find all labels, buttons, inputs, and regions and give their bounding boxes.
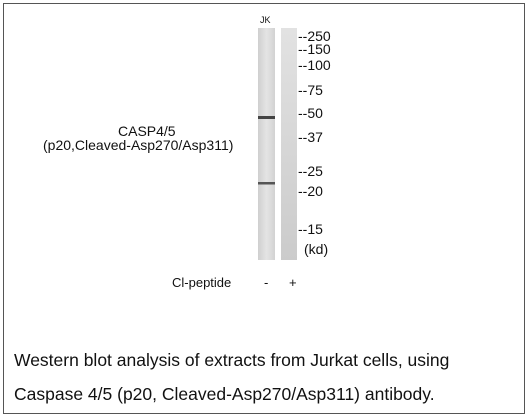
- peptide-label: Cl-peptide: [172, 275, 232, 290]
- lane-label: JK: [260, 15, 271, 25]
- target-name: CASP4/5: [118, 123, 176, 139]
- caption-line: Western blot analysis of extracts from J…: [14, 350, 450, 370]
- marker: --25: [298, 163, 323, 179]
- caption-line: Caspase 4/5 (p20, Cleaved-Asp270/Asp311)…: [14, 384, 435, 404]
- peptide-lane: -: [264, 275, 269, 290]
- marker: --15: [298, 221, 323, 237]
- marker: --150: [298, 41, 331, 57]
- band: [258, 182, 275, 185]
- marker: --100: [298, 57, 331, 73]
- marker: --250: [298, 28, 331, 44]
- marker: --75: [298, 82, 323, 98]
- marker: --20: [298, 183, 323, 199]
- band: [258, 116, 275, 119]
- lane-2: [281, 28, 297, 260]
- border: [3, 3, 525, 414]
- lane-1: [258, 28, 275, 260]
- peptide-lane: +: [289, 275, 297, 290]
- target-detail: (p20,Cleaved-Asp270/Asp311): [43, 137, 234, 153]
- marker: (kd): [304, 241, 329, 257]
- marker: --37: [298, 129, 323, 145]
- marker: --50: [298, 105, 323, 121]
